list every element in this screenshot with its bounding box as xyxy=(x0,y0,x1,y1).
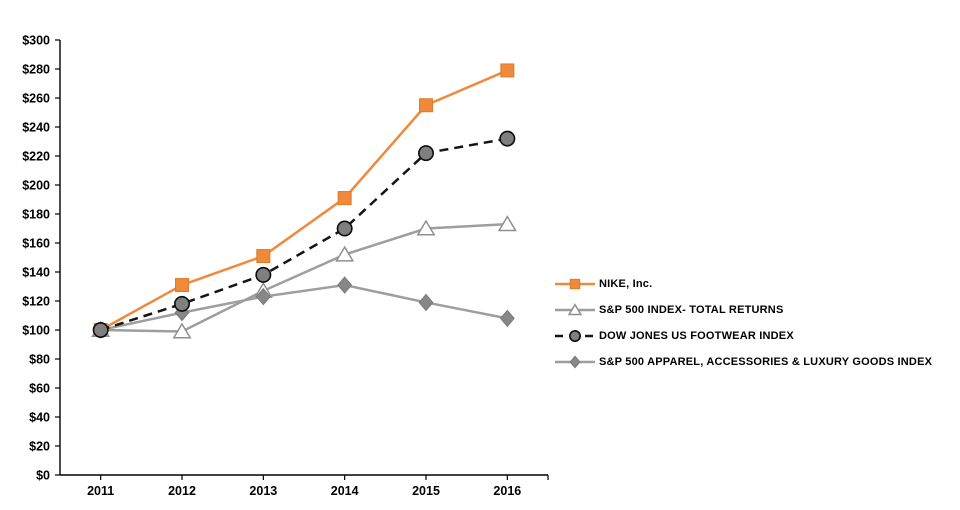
series-point-1 xyxy=(172,322,192,339)
series-2 xyxy=(92,130,516,338)
y-tick-label: $180 xyxy=(22,208,50,222)
series-point-2 xyxy=(336,220,353,237)
series-point-1 xyxy=(497,215,517,232)
legend-sample-marker xyxy=(569,355,581,369)
series-point-3 xyxy=(255,287,271,306)
y-tick-label: $220 xyxy=(22,150,50,164)
legend-sample-marker xyxy=(569,330,581,342)
series-point-2 xyxy=(255,266,272,283)
series-point-3 xyxy=(418,293,434,312)
y-tick-label: $40 xyxy=(29,411,50,425)
series-line-2 xyxy=(100,137,508,332)
dow-jones-series-marker-icon xyxy=(555,330,595,342)
series-point-3 xyxy=(499,309,515,328)
y-tick-label: $60 xyxy=(29,382,50,396)
y-tick-label: $280 xyxy=(22,63,50,77)
chart-legend: NIKE, Inc. S&P 500 INDEX- TOTAL RETURNS … xyxy=(555,276,932,370)
series-line-3 xyxy=(100,283,508,332)
x-tick-label: 2016 xyxy=(493,484,521,498)
y-tick-label: $200 xyxy=(22,179,50,193)
y-tick-label: $80 xyxy=(29,353,50,367)
legend-item-nike: NIKE, Inc. xyxy=(555,276,932,292)
nike-series-marker-icon xyxy=(555,278,595,290)
legend-sample-marker xyxy=(569,278,581,290)
series-point-0 xyxy=(175,278,189,293)
legend-label-nike: NIKE, Inc. xyxy=(599,278,653,290)
x-tick-label: 2013 xyxy=(249,484,277,498)
series-line-1 xyxy=(100,222,508,333)
y-tick-label: $20 xyxy=(29,440,50,454)
series-0 xyxy=(93,63,515,337)
legend-item-sp500-total-returns: S&P 500 INDEX- TOTAL RETURNS xyxy=(555,302,932,318)
series-point-1 xyxy=(416,219,436,236)
legend-label-sp500-total-returns: S&P 500 INDEX- TOTAL RETURNS xyxy=(599,304,784,316)
y-tick-label: $100 xyxy=(22,324,50,338)
series-point-1 xyxy=(335,245,355,262)
series-1 xyxy=(91,215,517,339)
x-tick-label: 2012 xyxy=(168,484,196,498)
y-tick-label: $140 xyxy=(22,266,50,280)
y-tick-label: $240 xyxy=(22,121,50,135)
sp500-apparel-series-marker-icon xyxy=(555,355,595,369)
y-tick-label: $260 xyxy=(22,92,50,106)
legend-item-sp500-apparel: S&P 500 APPAREL, ACCESSORIES & LUXURY GO… xyxy=(555,354,932,370)
series-point-0 xyxy=(500,63,515,78)
sp500-series-marker-icon xyxy=(555,303,595,316)
legend-label-dow-jones-footwear: DOW JONES US FOOTWEAR INDEX xyxy=(599,330,794,342)
x-tick-label: 2014 xyxy=(331,484,359,498)
series-point-0 xyxy=(419,98,433,113)
series-3 xyxy=(93,276,515,339)
x-tick-label: 2015 xyxy=(412,484,440,498)
x-tick-label: 2011 xyxy=(87,484,114,498)
y-tick-label: $120 xyxy=(22,295,50,309)
series-point-0 xyxy=(256,249,271,264)
series-line-0 xyxy=(100,69,508,332)
y-tick-label: $300 xyxy=(22,34,50,48)
series-point-2 xyxy=(417,145,434,162)
legend-item-dow-jones-footwear: DOW JONES US FOOTWEAR INDEX xyxy=(555,328,932,344)
legend-sample-marker xyxy=(567,303,583,316)
series-point-3 xyxy=(337,276,353,294)
series-point-2 xyxy=(499,130,516,147)
y-tick-label: $160 xyxy=(22,237,50,251)
series-point-2 xyxy=(92,321,109,338)
y-tick-label: $0 xyxy=(36,469,50,483)
series-point-2 xyxy=(174,295,191,312)
series-point-0 xyxy=(337,191,352,206)
legend-label-sp500-apparel: S&P 500 APPAREL, ACCESSORIES & LUXURY GO… xyxy=(599,356,933,368)
